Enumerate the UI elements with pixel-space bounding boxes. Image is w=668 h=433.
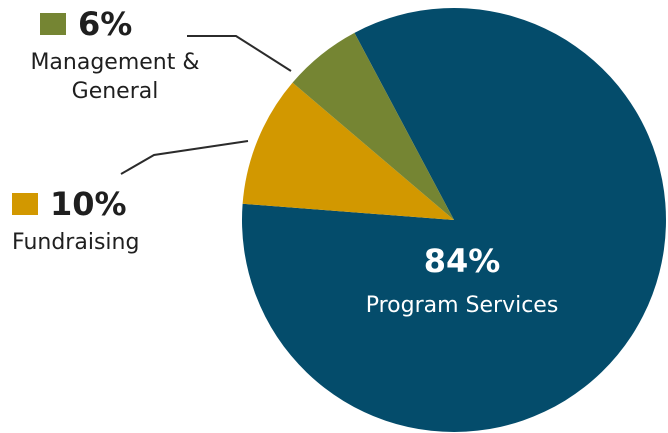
slice-value-label-fundraising: 10% [50,185,127,223]
pie-slice-fundraising [242,82,454,220]
pie-slice-management-and-general [292,32,454,220]
legend-swatch-management-and-general [40,13,66,35]
slice-value-label-program-services: 84% [424,242,501,280]
slice-name-label-fundraising: Fundraising [12,230,139,255]
leader-line-management-and-general [187,35,292,72]
slice-labels: 84% Program Services 10% Fundraising 6% Manag… [12,5,558,318]
slice-name-label-management-and-general-line-1: Management & [30,50,199,75]
legend-swatch-fundraising [12,193,38,215]
slice-value-label-management-and-general: 6% [78,5,132,43]
pie-slice-program-services [241,8,666,433]
pie-slices [241,8,666,433]
leader-line-fundraising [120,140,249,175]
leader-lines [120,35,292,175]
slice-name-label-management-and-general-line-2: General [72,79,159,104]
slice-name-label-program-services: Program Services [366,293,559,318]
